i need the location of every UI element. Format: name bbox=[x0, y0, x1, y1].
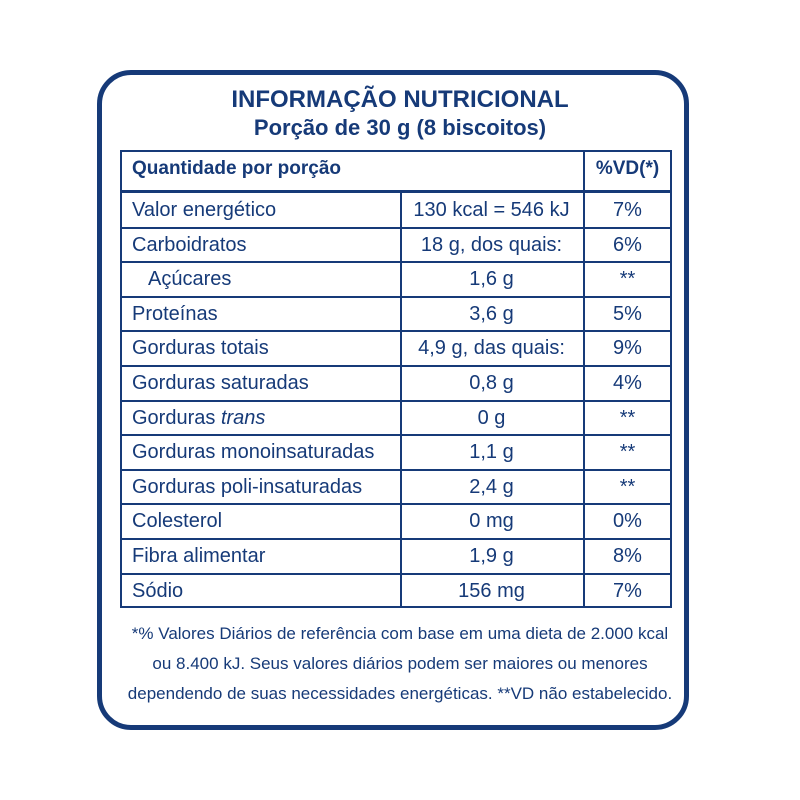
daily-value: 7% bbox=[613, 199, 642, 221]
title: INFORMAÇÃO NUTRICIONAL bbox=[231, 86, 569, 113]
amount: 2,4 g bbox=[469, 475, 514, 498]
header-divider bbox=[120, 190, 672, 193]
nutrient-name-italic: trans bbox=[220, 406, 266, 429]
amount: 18 g, dos quais: bbox=[420, 233, 563, 256]
amount: 4,9 g, das quais: bbox=[418, 337, 565, 360]
header-cell: Quantidade por porção bbox=[132, 158, 342, 179]
column-divider bbox=[583, 150, 585, 608]
amount: 0 mg bbox=[469, 510, 514, 533]
nutrient-name: Carboidratos bbox=[132, 233, 247, 256]
row-divider bbox=[120, 365, 672, 367]
amount: 156 mg bbox=[458, 579, 525, 602]
row-divider bbox=[120, 295, 672, 298]
daily-value: ** bbox=[619, 268, 636, 291]
nutrient-name: Proteínas bbox=[132, 302, 218, 325]
daily-value: ** bbox=[619, 475, 636, 498]
row-divider bbox=[120, 538, 672, 540]
daily-value: 4% bbox=[613, 372, 642, 394]
daily-value: 7% bbox=[613, 579, 642, 602]
daily-value: 5% bbox=[613, 302, 642, 325]
row-divider bbox=[120, 434, 672, 437]
daily-value: ** bbox=[619, 441, 636, 464]
nutrition-table bbox=[120, 150, 672, 608]
nutrient-name: Açúcares bbox=[148, 268, 232, 291]
daily-value: 8% bbox=[613, 545, 642, 567]
row-divider bbox=[120, 330, 672, 333]
amount: 1,1 g bbox=[469, 441, 514, 464]
row-divider bbox=[120, 572, 672, 575]
daily-value: 9% bbox=[613, 337, 642, 360]
amount: 0,8 g bbox=[469, 372, 514, 394]
nutrient-name-text: Gorduras bbox=[132, 406, 216, 429]
header-cell: %VD(*) bbox=[595, 158, 660, 179]
nutrient-name: Valor energético bbox=[132, 199, 277, 221]
nutrient-name: Fibra alimentar bbox=[132, 545, 266, 567]
daily-value: 0% bbox=[613, 510, 642, 533]
row-divider bbox=[120, 261, 672, 264]
row-divider bbox=[120, 399, 672, 402]
nutrient-name: Colesterol bbox=[132, 510, 223, 533]
nutrient-name: Sódio bbox=[132, 579, 184, 602]
nutrient-name: Gorduras trans bbox=[132, 401, 265, 435]
nutrient-name: Gorduras totais bbox=[132, 337, 269, 360]
footnote-line: *% Valores Diários de referência com bas… bbox=[131, 624, 669, 643]
row-divider bbox=[120, 468, 672, 471]
amount: 130 kcal = 546 kJ bbox=[413, 199, 570, 221]
nutrient-name: Gorduras monoinsaturadas bbox=[132, 441, 375, 464]
footnote-line: ou 8.400 kJ. Seus valores diários podem … bbox=[152, 654, 648, 673]
amount: 1,9 g bbox=[469, 545, 514, 567]
row-divider bbox=[120, 226, 672, 229]
nutrient-name: Gorduras poli-insaturadas bbox=[132, 475, 363, 498]
subtitle: Porção de 30 g (8 biscoitos) bbox=[253, 115, 547, 140]
amount: 3,6 g bbox=[469, 302, 514, 325]
amount: 0 g bbox=[477, 406, 506, 429]
daily-value: ** bbox=[619, 406, 636, 429]
row-divider bbox=[120, 503, 672, 506]
footnote-line: dependendo de suas necessidades energéti… bbox=[127, 684, 673, 703]
daily-value: 6% bbox=[613, 233, 642, 256]
column-divider bbox=[400, 190, 402, 608]
amount: 1,6 g bbox=[469, 268, 514, 291]
nutrient-name: Gorduras saturadas bbox=[132, 372, 309, 394]
label-frame bbox=[97, 70, 689, 730]
